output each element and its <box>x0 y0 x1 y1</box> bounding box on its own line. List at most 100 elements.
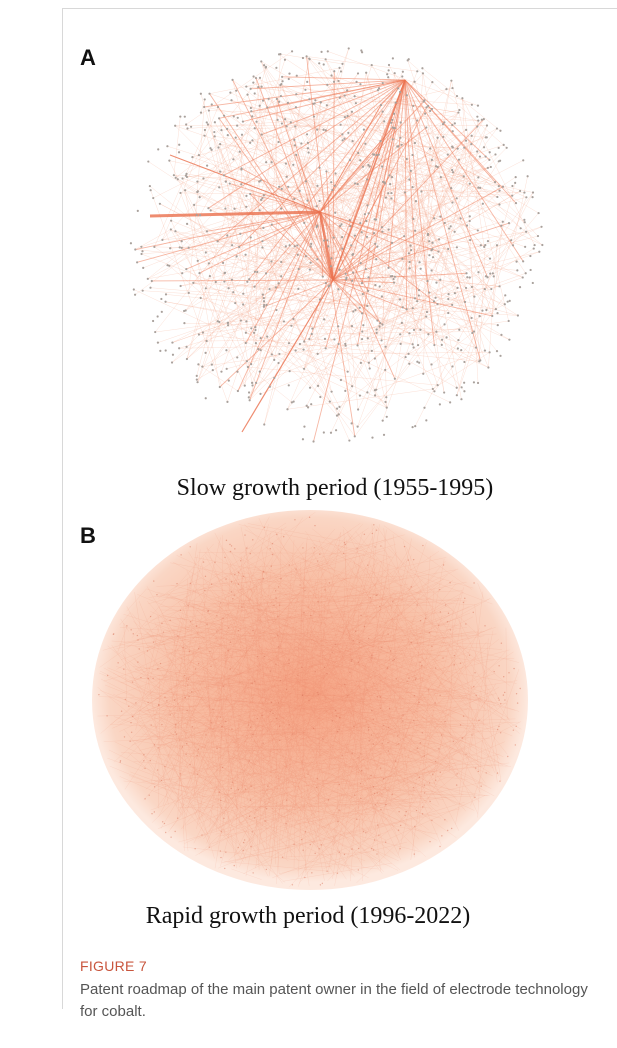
edge <box>235 574 243 855</box>
edge <box>247 587 500 763</box>
node <box>341 755 343 757</box>
node <box>479 186 482 190</box>
edge <box>230 550 376 831</box>
edge <box>281 630 424 786</box>
node <box>143 754 145 756</box>
edge <box>203 620 262 726</box>
node <box>465 753 467 755</box>
node <box>384 196 387 199</box>
node <box>422 544 424 547</box>
edge <box>371 523 386 790</box>
edge <box>365 744 381 872</box>
node <box>525 196 528 199</box>
edge <box>362 590 421 826</box>
edge <box>179 524 269 813</box>
node <box>132 633 134 635</box>
edge <box>418 683 496 816</box>
node <box>498 203 501 206</box>
node <box>164 696 166 698</box>
edge <box>255 77 334 281</box>
edge <box>149 210 321 218</box>
node <box>488 351 491 354</box>
edge <box>286 593 375 605</box>
node <box>462 601 465 604</box>
node <box>169 619 171 621</box>
edge <box>431 161 499 271</box>
edge <box>216 657 398 790</box>
edge <box>316 715 422 828</box>
node <box>379 139 382 143</box>
edge <box>166 767 285 796</box>
node <box>228 627 230 629</box>
edge <box>169 720 229 725</box>
edge <box>429 241 497 310</box>
node <box>258 76 262 79</box>
node <box>478 155 482 158</box>
edge <box>226 710 267 856</box>
edge <box>348 740 451 800</box>
node <box>440 343 443 347</box>
edge <box>339 686 432 811</box>
node <box>207 609 210 612</box>
node <box>320 50 323 53</box>
edge <box>284 796 447 823</box>
edge <box>195 581 503 766</box>
node <box>344 272 347 275</box>
node <box>410 641 412 644</box>
node <box>154 330 157 334</box>
node <box>406 680 408 682</box>
node <box>288 659 290 661</box>
node <box>218 791 220 793</box>
edge <box>458 591 484 795</box>
edge <box>139 659 494 751</box>
node <box>170 361 174 364</box>
node <box>112 633 115 636</box>
node <box>248 724 250 726</box>
node <box>250 363 253 366</box>
node <box>453 654 456 657</box>
edge <box>193 168 242 206</box>
node <box>412 104 415 108</box>
edge <box>298 604 401 785</box>
edge <box>248 79 406 280</box>
edge <box>291 325 451 403</box>
edge <box>244 557 492 748</box>
node <box>425 126 428 129</box>
edge <box>344 117 438 386</box>
edge <box>268 716 276 865</box>
edge <box>261 61 395 283</box>
node <box>307 773 309 775</box>
edge <box>241 279 334 433</box>
edge <box>414 298 510 340</box>
node <box>407 252 410 255</box>
node <box>233 864 235 867</box>
edge <box>203 604 238 648</box>
node <box>268 287 271 291</box>
node <box>360 614 362 617</box>
node <box>391 118 394 122</box>
edge <box>524 222 539 237</box>
node <box>162 631 165 633</box>
node <box>482 118 485 121</box>
figure-label: FIGURE 7 <box>80 958 147 974</box>
edge <box>336 126 478 416</box>
edge <box>248 166 370 398</box>
edge <box>166 627 468 666</box>
node <box>398 298 402 301</box>
node <box>308 386 312 389</box>
edge <box>242 633 427 637</box>
edge <box>160 605 428 607</box>
edge <box>367 742 463 762</box>
edge <box>356 808 434 884</box>
edge <box>319 101 424 213</box>
node <box>411 153 414 157</box>
edge <box>307 625 418 804</box>
node <box>141 250 144 253</box>
node <box>336 872 339 874</box>
node <box>433 390 436 393</box>
node <box>399 824 402 827</box>
node <box>247 396 250 399</box>
node <box>198 196 201 199</box>
edge <box>258 672 493 777</box>
edge <box>228 555 374 792</box>
